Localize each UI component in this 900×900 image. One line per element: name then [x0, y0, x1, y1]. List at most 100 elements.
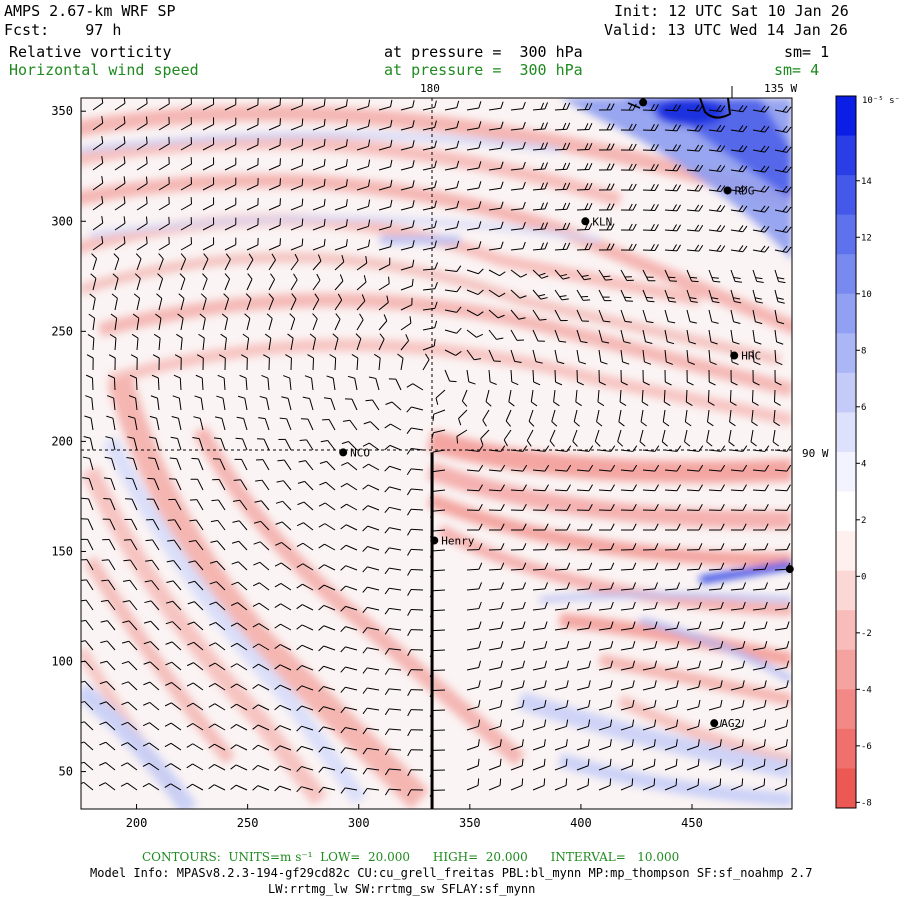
station-dot — [430, 536, 439, 545]
wind-barb-staff — [410, 588, 424, 591]
wind-barb-flag — [318, 706, 324, 713]
wind-barb-staff — [312, 338, 316, 351]
wind-barb-flag — [407, 769, 412, 777]
wind-barb-flag — [406, 468, 412, 476]
x-tick-label: 300 — [348, 816, 370, 830]
wind-barb-flag — [566, 464, 572, 472]
wind-barb-flag — [557, 361, 565, 365]
wind-barb-staff — [488, 227, 501, 231]
wind-barb-flag — [665, 381, 672, 386]
wind-barb-flag — [606, 183, 611, 191]
wind-barb-staff — [642, 349, 645, 362]
wind-barb-flag — [672, 184, 678, 191]
wind-barb-staff — [257, 785, 270, 791]
wind-barb-flag — [785, 758, 788, 766]
colorbar-tick-label: 2 — [861, 516, 866, 526]
wind-barb-flag — [296, 786, 302, 793]
wind-barb-flag — [676, 680, 679, 688]
wind-barb-flag — [499, 739, 502, 747]
wind-barb-staff — [114, 298, 118, 311]
wind-barb-staff — [664, 129, 678, 132]
wind-barb-staff — [510, 188, 523, 191]
wind-barb-flag — [786, 146, 792, 153]
wind-barb-staff — [246, 318, 251, 331]
wind-barb-flag — [522, 445, 528, 452]
wind-barb-staff — [532, 588, 545, 591]
wind-barb-staff — [598, 568, 612, 571]
wind-barb-staff — [368, 463, 380, 471]
wind-barb-flag — [777, 277, 785, 280]
wind-barb-staff — [730, 169, 743, 173]
wind-barb-flag — [478, 201, 482, 209]
wind-barb-staff — [334, 357, 337, 371]
wind-barb-flag — [540, 182, 545, 190]
wind-barb-flag — [632, 163, 637, 171]
wind-barb-flag — [252, 623, 260, 628]
wind-barb-staff — [664, 169, 678, 172]
wind-barb-flag — [323, 158, 326, 166]
wind-barb-staff — [576, 765, 589, 771]
wind-barb-staff — [686, 568, 700, 571]
wind-barb-flag — [522, 503, 527, 511]
wind-barb-flag — [632, 680, 635, 688]
wind-barb-flag — [121, 721, 128, 726]
wind-barb-flag — [320, 439, 328, 443]
wind-barb-staff — [730, 588, 743, 591]
wind-barb-flag — [101, 236, 104, 244]
wind-barb-staff — [466, 269, 479, 275]
wind-barb-flag — [698, 699, 701, 707]
colorbar-swatch — [836, 96, 856, 137]
wind-barb-staff — [752, 349, 755, 363]
wind-barb-staff — [114, 278, 119, 291]
wind-barb-flag — [165, 621, 173, 625]
wind-barb-staff — [84, 680, 94, 691]
wind-barb-flag — [121, 640, 129, 644]
wind-barb-staff — [642, 568, 656, 571]
wind-barb-staff — [752, 469, 765, 472]
wind-barb-staff — [730, 725, 743, 731]
wind-barb-staff — [422, 126, 435, 131]
wind-barb-staff — [312, 245, 325, 251]
wind-barb-flag — [588, 641, 592, 648]
wind-barb-staff — [268, 338, 272, 351]
wind-barb-staff — [774, 149, 787, 153]
wind-barb-flag — [720, 680, 723, 688]
wind-barb-flag — [145, 559, 153, 562]
wind-barb-staff — [224, 104, 236, 111]
wind-barb-staff — [114, 182, 126, 191]
wind-barb-staff — [127, 762, 138, 771]
wind-barb-flag — [632, 183, 637, 191]
wind-barb-staff — [532, 289, 542, 300]
wind-barb-staff — [345, 626, 358, 631]
wind-barb-staff — [268, 224, 281, 231]
wind-barb-staff — [92, 318, 96, 331]
wind-barb-flag — [687, 381, 694, 386]
wind-barb-staff — [133, 438, 138, 451]
wind-barb-staff — [107, 579, 116, 591]
wind-barb-flag — [742, 503, 747, 511]
wind-barb-staff — [239, 500, 248, 511]
wind-barb-flag — [720, 225, 726, 232]
wind-barb-flag — [785, 778, 788, 786]
wind-barb-flag — [101, 559, 109, 561]
wind-barb-flag — [698, 244, 704, 252]
wind-barb-flag — [390, 159, 393, 167]
wind-barb-staff — [356, 125, 369, 131]
wind-barb-flag — [562, 242, 567, 250]
wind-barb-flag — [274, 684, 281, 690]
wind-barb-staff — [114, 202, 126, 211]
wind-barb-flag — [123, 216, 126, 224]
wind-barb-flag — [764, 562, 769, 570]
wind-barb-flag — [672, 164, 678, 171]
wind-barb-flag — [340, 544, 347, 551]
wind-barb-flag — [477, 758, 480, 766]
wind-barb-staff — [323, 706, 336, 711]
wind-barb-staff — [510, 108, 523, 111]
wind-barb-flag — [764, 106, 770, 113]
wind-barb-flag — [281, 396, 289, 399]
wind-barb-staff — [334, 125, 347, 131]
wind-barb-staff — [466, 349, 475, 361]
wind-barb-flag — [276, 480, 284, 483]
wind-barb-flag — [719, 758, 722, 766]
